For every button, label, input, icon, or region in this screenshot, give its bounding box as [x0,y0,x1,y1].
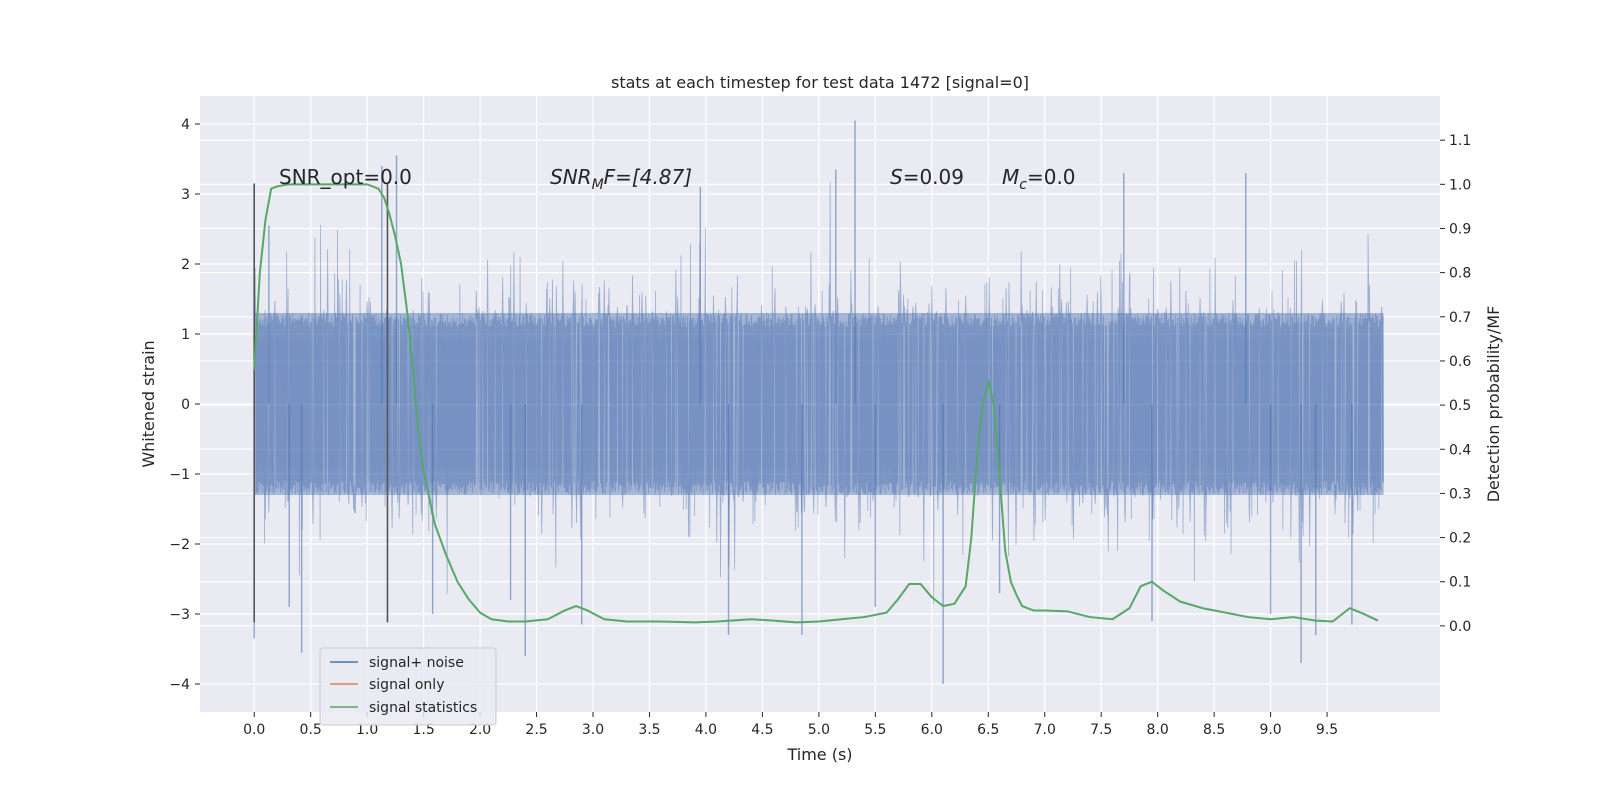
x-tick-label: 1.5 [412,722,434,738]
y2-axis-label: Detection probability/MF [1484,306,1503,503]
annotation-snr-mf-subscript: M [592,177,604,193]
legend-box [319,647,497,726]
x-tick-label: 8.0 [1147,722,1169,738]
x-tick-label: 3.5 [638,722,660,738]
legend-label-signal-statistics: signal statistics [369,700,477,716]
y2-tick-label: 0.4 [1449,442,1471,458]
x-tick-label: 5.5 [864,722,886,738]
y2-tick-label: 0.7 [1449,310,1471,326]
annotation-snr-mf: SNRMF=[4.87] [550,165,692,193]
annotation-mc-value: =0.0 [1027,165,1076,189]
y2-tick-label: 0.9 [1449,221,1471,237]
y2-tick-label: 0.0 [1449,619,1471,635]
annotation-s-value: =0.09 [903,165,964,189]
annotation-s: S=0.09 [890,165,964,189]
annotation-snr-mf-symbol: SNR [550,165,592,189]
y-tick-label: 3 [181,187,190,203]
legend: signal+ noise signal only signal statist… [319,647,497,726]
signal-statistics-line [253,183,1379,624]
x-tick-label: 5.0 [808,722,830,738]
x-tick-label: 2.5 [525,722,547,738]
y-tick-label: 2 [181,257,190,273]
y-tick-label: −2 [169,537,190,553]
y-axis-label: Whitened strain [139,340,158,467]
x-tick-label: 3.0 [582,722,604,738]
y2-tick-label: 1.1 [1449,133,1471,149]
y2-tick-label: 0.3 [1449,486,1471,502]
chart-title: stats at each timestep for test data 147… [611,73,1029,92]
x-tick-label: 9.5 [1316,722,1338,738]
y2-tick-label: 0.2 [1449,531,1471,547]
annotation-snr-mf-rest: F=[4.87] [604,165,692,189]
y-tick-label: 4 [181,117,190,133]
x-tick-label: 0.5 [300,722,322,738]
y-tick-label: −3 [169,607,190,623]
x-tick-label: 6.0 [921,722,943,738]
annotation-mc: Mc=0.0 [1002,165,1076,193]
y-tick-label: 0 [181,397,190,413]
x-tick-label: 2.0 [469,722,491,738]
x-tick-label: 7.0 [1034,722,1056,738]
y2-tick-label: 0.6 [1449,354,1471,370]
series-signal-noise [253,120,1384,684]
x-axis-label: Time (s) [786,745,852,764]
annotation-mc-symbol: M [1002,165,1019,189]
y-tick-label: 1 [181,327,190,343]
annotation-snr-opt: SNR_opt=0.0 [279,165,412,189]
legend-label-signal-noise: signal+ noise [369,655,464,671]
x-tick-label: 4.0 [695,722,717,738]
y2-tick-label: 1.0 [1449,177,1471,193]
legend-label-signal-only: signal only [369,677,444,693]
y-tick-label: −4 [169,677,190,693]
annotation-s-symbol: S [890,165,903,189]
x-tick-label: 6.5 [977,722,999,738]
vertical-markers [253,183,389,623]
y2-tick-label: 0.8 [1449,266,1471,282]
x-tick-label: 1.0 [356,722,378,738]
series-signal-statistics [253,183,1379,624]
x-tick-label: 9.0 [1259,722,1281,738]
x-tick-label: 4.5 [751,722,773,738]
y-tick-label: −1 [169,467,190,483]
ticks: 0.0 0.5 1.0 1.5 2.0 2.5 3.0 3.5 4.0 4.5 5.0 5.5 6.0 6… [169,117,1471,738]
annotation-mc-subscript: c [1019,177,1027,193]
x-tick-label: 7.5 [1090,722,1112,738]
y2-tick-label: 0.1 [1449,575,1471,591]
x-tick-label: 8.5 [1203,722,1225,738]
x-tick-label: 0.0 [243,722,265,738]
noise-trace [253,182,1384,605]
y2-tick-label: 0.5 [1449,398,1471,414]
